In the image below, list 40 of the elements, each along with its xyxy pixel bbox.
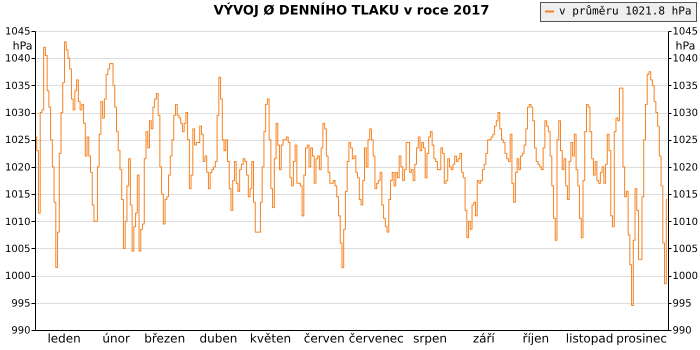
y-tick-label: 990 (11, 326, 30, 336)
legend-label: v průměru 1021.8 hPa (559, 4, 692, 18)
y-tick-label: 1045 (5, 26, 30, 38)
y2-tick-label: 1015 (672, 190, 698, 201)
y2-tick-label: 1010 (672, 216, 698, 228)
x-tick-label: listopad (566, 332, 614, 346)
y-tick-label: 1020 (5, 162, 30, 174)
y2-tick-label: 1040 (672, 54, 698, 65)
x-tick-label: únor (102, 332, 130, 346)
y2-tick-label: 1020 (672, 162, 698, 174)
y2-tick-label: 995 (672, 298, 692, 310)
y-axis-title: hPa (12, 40, 32, 52)
y2-tick-label: 1045 (672, 26, 698, 38)
x-tick-label: prosinec (616, 332, 668, 346)
y2-tick-label: 1035 (672, 80, 698, 92)
y-tick-label: 1025 (5, 135, 30, 146)
y-tick-label: 1040 (5, 54, 30, 65)
y-tick-label: 1005 (5, 244, 30, 255)
y2-tick-label: 1000 (672, 271, 698, 282)
y2-tick-label: 1005 (672, 244, 698, 255)
x-tick-label: leden (47, 332, 81, 346)
chart-title: VÝVOJ Ø DENNÍHO TLAKU v roce 2017 (214, 2, 490, 18)
y2-tick-label: 990 (672, 326, 692, 336)
y2-axis-title: hPa (676, 40, 696, 52)
x-tick-label: září (472, 332, 496, 346)
x-tick-label: říjen (522, 332, 550, 346)
x-tick-label: březen (144, 332, 186, 346)
y2-tick-label: 1025 (672, 135, 698, 146)
x-tick-label: duben (200, 332, 238, 346)
y-tick-label: 1035 (5, 80, 30, 92)
x-tick-label: srpen (413, 332, 447, 346)
y-tick-label: 1030 (5, 108, 30, 120)
y2-tick-label: 1030 (672, 108, 698, 120)
y-tick-label: 995 (11, 298, 30, 310)
y-tick-label: 1010 (5, 216, 30, 228)
x-tick-label: červen (304, 332, 345, 346)
y-tick-label: 1015 (5, 190, 30, 201)
x-tick-label: květen (250, 332, 292, 346)
x-tick-label: červenec (348, 332, 404, 346)
y-tick-label: 1000 (5, 271, 30, 282)
